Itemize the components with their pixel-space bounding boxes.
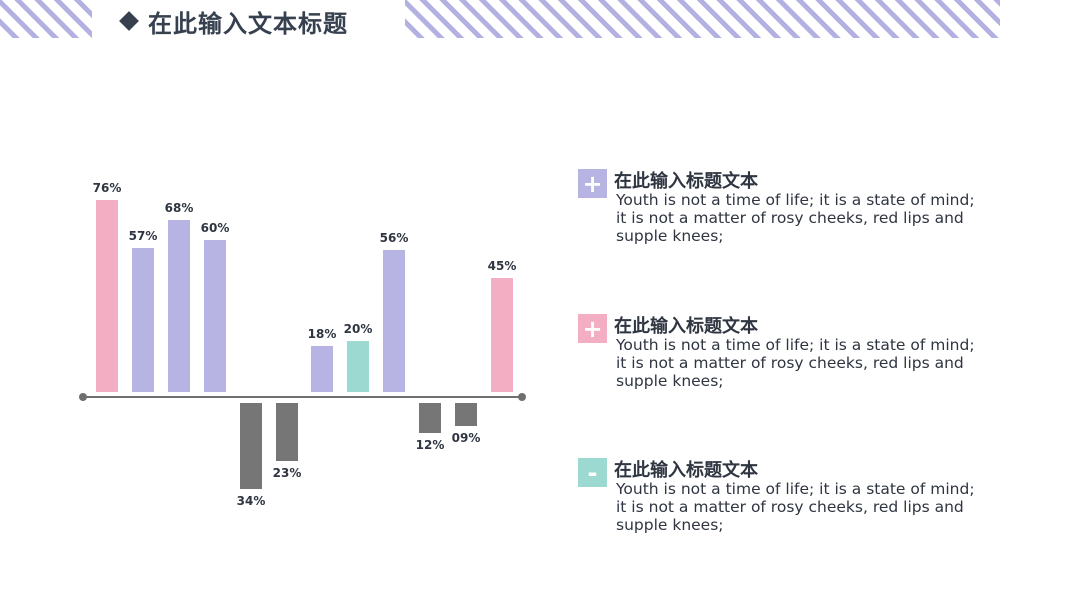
chart-bar (132, 248, 154, 392)
bar-value-label: 18% (307, 327, 337, 341)
info-item-body: Youth is not a time of life; it is a sta… (616, 480, 975, 534)
chart-bar (419, 403, 441, 433)
bar-value-label: 34% (236, 494, 266, 508)
bar-value-label: 57% (128, 229, 158, 243)
axis-end-dot (518, 393, 526, 401)
x-axis-line (82, 396, 523, 398)
chart-bar (455, 403, 477, 426)
chart-bar (168, 220, 190, 392)
decorative-stripe-left (0, 0, 92, 38)
plus-icon: + (578, 169, 607, 198)
chart-bar (276, 403, 298, 461)
bar-value-label: 76% (92, 181, 122, 195)
info-item-title: 在此输入标题文本 (614, 171, 758, 192)
bar-value-label: 09% (451, 431, 481, 445)
chart-bar (204, 240, 226, 392)
info-item-title: 在此输入标题文本 (614, 316, 758, 337)
bar-value-label: 23% (272, 466, 302, 480)
page-title-text: 在此输入文本标题 (148, 9, 348, 38)
chart-bar (347, 341, 369, 392)
info-item-body: Youth is not a time of life; it is a sta… (616, 336, 975, 390)
bar-value-label: 20% (343, 322, 373, 336)
bar-value-label: 68% (164, 201, 194, 215)
info-item-body: Youth is not a time of life; it is a sta… (616, 191, 975, 245)
chart-bar (240, 403, 262, 489)
bar-value-label: 45% (487, 259, 517, 273)
axis-start-dot (79, 393, 87, 401)
minus-icon: - (578, 458, 607, 487)
bar-chart: 76% 57% 68% 60% 34% 23% 18% 20% 56% 12% 09% 45% (79, 181, 526, 508)
bar-value-label: 56% (379, 231, 409, 245)
chart-bar (491, 278, 513, 392)
info-item-title: 在此输入标题文本 (614, 460, 758, 481)
plus-icon: + (578, 314, 607, 343)
decorative-stripe-right (405, 0, 1000, 38)
chart-bar (383, 250, 405, 392)
chart-bar (311, 346, 333, 392)
chart-bar (96, 200, 118, 392)
bar-value-label: 12% (415, 438, 445, 452)
bar-value-label: 60% (200, 221, 230, 235)
page-title: 在此输入文本标题 (119, 4, 348, 38)
